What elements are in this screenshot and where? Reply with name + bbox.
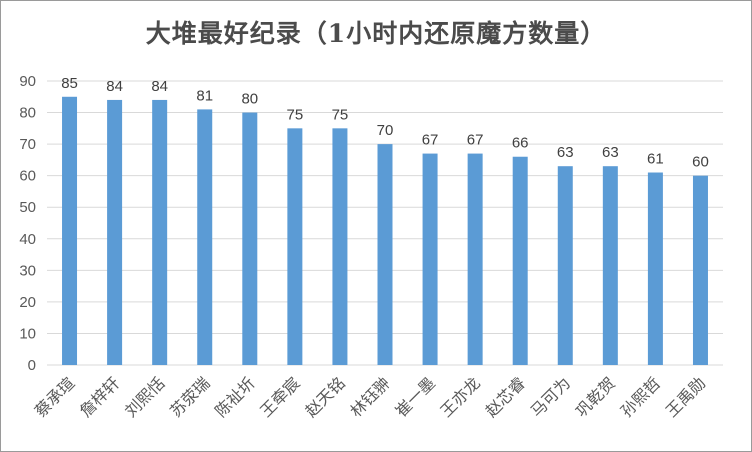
data-labels: 85 84 84 81 80 75 75 70 67 67 66 63 63 61 60 [61, 75, 709, 171]
bar [197, 109, 213, 366]
y-tick-label: 80 [19, 105, 36, 122]
data-label: 80 [241, 91, 258, 108]
bar [377, 144, 393, 365]
x-tick-label: 林钰翀 [346, 373, 393, 420]
x-tick-label: 詹梓轩 [76, 373, 123, 420]
bar [647, 172, 663, 365]
bar [512, 156, 528, 365]
y-axis-ticks: 0 10 20 30 40 50 60 70 80 90 [19, 73, 36, 374]
bar [152, 99, 168, 365]
x-tick-label: 蔡承瑄 [31, 373, 78, 420]
bar [557, 166, 573, 365]
bar [107, 99, 123, 365]
y-tick-label: 20 [19, 294, 36, 311]
y-tick-label: 60 [19, 168, 36, 185]
bar [422, 153, 438, 365]
y-tick-label: 0 [28, 357, 36, 374]
data-label: 85 [61, 75, 78, 92]
y-tick-label: 50 [19, 199, 36, 216]
x-tick-label: 苏荥瑞 [166, 373, 213, 420]
x-axis-labels: 蔡承瑄詹梓轩刘熙恬苏荥瑞陈祉圻王牵宸赵天铭林钰翀崔一墨王亦龙赵芯睿马可为巩乾贺孙… [31, 373, 709, 420]
bar [332, 128, 348, 365]
data-label: 67 [422, 132, 439, 149]
data-label: 75 [287, 106, 304, 123]
x-tick-label: 崔一墨 [392, 373, 439, 420]
data-label: 63 [602, 144, 619, 161]
data-label: 84 [151, 78, 168, 95]
x-tick-label: 巩乾贺 [572, 373, 619, 420]
data-label: 60 [692, 154, 709, 171]
y-tick-label: 30 [19, 262, 36, 279]
x-tick-label: 赵天铭 [301, 373, 348, 420]
data-label: 84 [106, 78, 123, 95]
data-label: 75 [332, 106, 349, 123]
data-label: 81 [196, 87, 213, 104]
x-tick-label: 赵芯睿 [482, 373, 529, 420]
y-tick-label: 10 [19, 325, 36, 342]
bar [62, 96, 78, 366]
x-tick-label: 孙熙哲 [617, 373, 664, 420]
bars [62, 96, 708, 366]
data-label: 63 [557, 144, 574, 161]
x-tick-label: 王亦龙 [437, 373, 484, 420]
x-tick-label: 王牵宸 [256, 373, 303, 420]
data-label: 66 [512, 135, 529, 152]
bar [692, 175, 708, 365]
x-tick-label: 陈祉圻 [211, 373, 258, 420]
data-label: 67 [467, 132, 484, 149]
y-tick-label: 70 [19, 136, 36, 153]
bar [467, 153, 483, 365]
x-tick-label: 刘熙恬 [121, 373, 168, 420]
chart-title: 大堆最好纪录（1小时内还原魔方数量） [145, 19, 607, 48]
x-tick-label: 王禹勋 [662, 373, 709, 420]
x-tick-label: 马可为 [527, 373, 574, 420]
bar [602, 166, 618, 365]
bar [287, 128, 303, 365]
bar [242, 112, 258, 365]
data-label: 70 [377, 122, 394, 139]
data-label: 61 [647, 151, 664, 168]
y-tick-label: 40 [19, 231, 36, 248]
y-tick-label: 90 [19, 73, 36, 90]
